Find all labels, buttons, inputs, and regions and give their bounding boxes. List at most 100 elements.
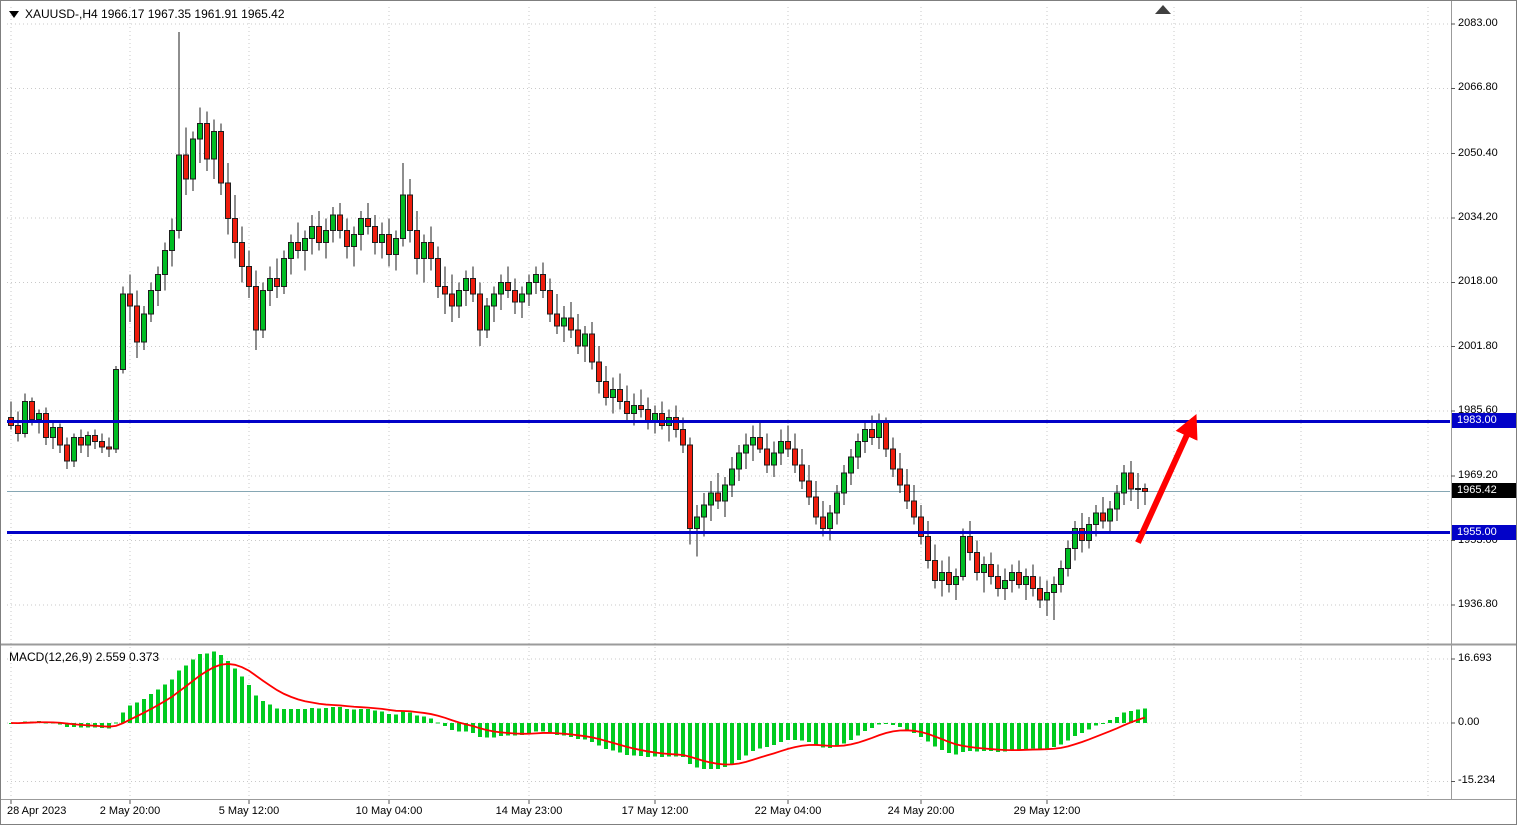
macd-bar xyxy=(723,723,727,768)
chart-shift-marker[interactable] xyxy=(1155,5,1171,14)
candle-body xyxy=(1002,579,1008,589)
macd-bar xyxy=(156,689,160,723)
macd-bar xyxy=(464,723,468,732)
candle-body xyxy=(1093,512,1099,526)
candle-body xyxy=(575,329,581,347)
candle-body xyxy=(687,444,693,530)
candle-body xyxy=(190,138,196,180)
candle-body xyxy=(113,369,119,450)
macd-bar xyxy=(499,723,503,736)
candle-body xyxy=(323,230,329,244)
macd-bar xyxy=(408,712,412,723)
candle-body xyxy=(379,234,385,244)
candle-body xyxy=(344,230,350,248)
chart-title: XAUUSD-,H4 1966.17 1967.35 1961.91 1965.… xyxy=(9,7,285,21)
macd-bar xyxy=(800,723,804,741)
time-axis-label: 24 May 20:00 xyxy=(887,805,955,817)
macd-bar xyxy=(240,676,244,723)
candle-body xyxy=(883,420,889,450)
macd-bar xyxy=(338,707,342,723)
candle-body xyxy=(435,257,441,287)
candle-body xyxy=(1128,472,1134,490)
macd-bar xyxy=(933,723,937,747)
macd-bar xyxy=(667,723,671,757)
macd-bar xyxy=(541,723,545,732)
macd-bar xyxy=(618,723,622,753)
candle-body xyxy=(729,468,735,486)
price-grid xyxy=(7,23,1450,606)
macd-bar xyxy=(772,723,776,745)
candle-body xyxy=(463,277,469,291)
macd-bar xyxy=(1094,723,1098,726)
candle-body xyxy=(162,250,168,275)
price-axis-label: 2034.20 xyxy=(1458,210,1498,223)
candle-body xyxy=(155,273,161,291)
macd-bar xyxy=(1129,710,1133,723)
macd-bar xyxy=(863,723,867,732)
candle-body xyxy=(568,317,574,331)
candle-body xyxy=(1107,508,1113,522)
resistance-price-tag: 1983.00 xyxy=(1452,413,1516,429)
macd-bar xyxy=(212,651,216,723)
macd-bar xyxy=(121,712,125,723)
candle-body xyxy=(827,512,833,530)
macd-bar xyxy=(996,723,1000,752)
macd-bar xyxy=(681,723,685,758)
candle-body xyxy=(43,412,49,438)
macd-bar xyxy=(1017,723,1021,751)
candle-body xyxy=(589,333,595,363)
macd-bar xyxy=(653,723,657,757)
macd-bar xyxy=(611,723,615,751)
macd-bar xyxy=(170,679,174,723)
candle-body xyxy=(267,277,273,291)
candle-body xyxy=(596,361,602,383)
candle-body xyxy=(491,293,497,307)
macd-bar xyxy=(982,723,986,752)
macd-bar xyxy=(1115,716,1119,723)
candle-body xyxy=(540,273,546,291)
macd-bar xyxy=(359,708,363,723)
macd-bar xyxy=(835,723,839,747)
candle-body xyxy=(547,289,553,315)
time-axis-label: 22 May 04:00 xyxy=(754,805,822,817)
candle-body xyxy=(232,218,238,244)
macd-bar xyxy=(632,723,636,756)
candle-body xyxy=(939,571,945,581)
candle-body xyxy=(176,154,182,232)
macd-bar xyxy=(429,718,433,723)
macd-bar xyxy=(975,723,979,752)
candle-body xyxy=(141,313,147,343)
price-axis-label: 1969.20 xyxy=(1458,469,1498,482)
macd-bar xyxy=(877,723,881,725)
macd-bar xyxy=(289,708,293,723)
macd-bar xyxy=(786,723,790,741)
trend-arrow[interactable] xyxy=(1135,413,1198,544)
macd-bar xyxy=(163,684,167,723)
price-axis-label: 2083.00 xyxy=(1458,17,1498,29)
candle-body xyxy=(274,277,280,287)
candle-body xyxy=(1009,571,1015,581)
time-axis-label: 5 May 12:00 xyxy=(218,805,280,817)
candle-body xyxy=(876,420,882,438)
price-axis-label: 2066.80 xyxy=(1458,81,1498,94)
macd-bar xyxy=(114,722,118,724)
macd-bar xyxy=(898,723,902,727)
macd-bar xyxy=(660,723,664,758)
macd-bar xyxy=(478,723,482,737)
candle-body xyxy=(1023,575,1029,585)
candle-body xyxy=(946,571,952,585)
candle-body xyxy=(1135,487,1141,490)
candle-body xyxy=(169,230,175,252)
macd-bar xyxy=(1066,723,1070,741)
symbol-dropdown-icon[interactable] xyxy=(9,10,19,18)
macd-bar xyxy=(401,711,405,723)
macd-bar xyxy=(639,723,643,757)
candle-body xyxy=(442,285,448,295)
macd-bar xyxy=(394,714,398,723)
candle-body xyxy=(834,492,840,514)
price-axis-label: 2050.40 xyxy=(1458,146,1498,159)
macd-bar xyxy=(1108,720,1112,723)
candle-body xyxy=(99,440,105,448)
macd-bar xyxy=(58,723,62,725)
